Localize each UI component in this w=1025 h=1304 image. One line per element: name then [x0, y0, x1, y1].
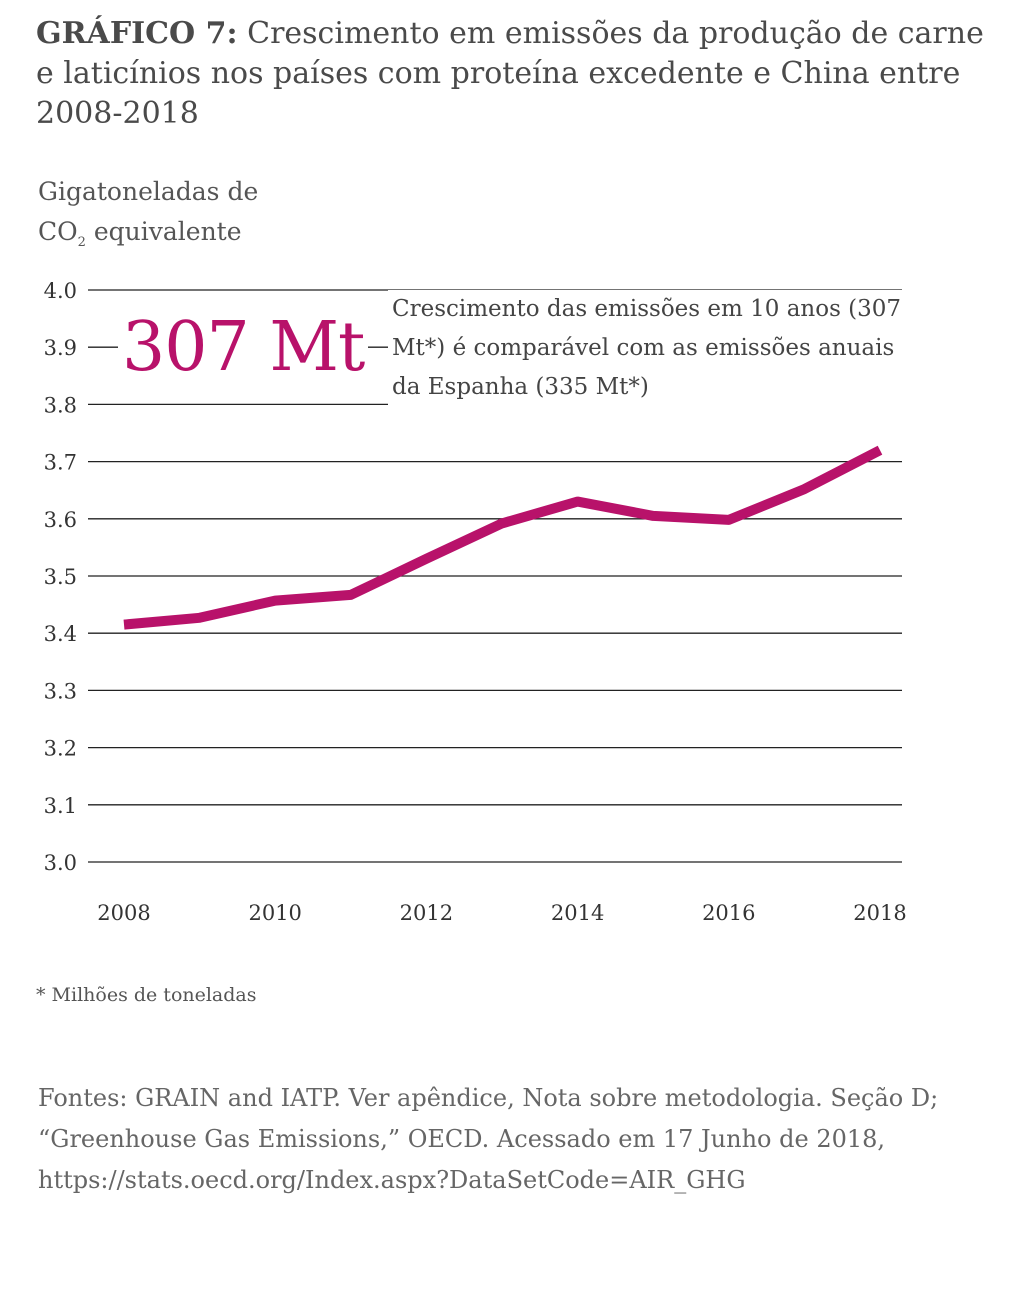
y-tick-label: 3.0: [44, 851, 77, 875]
y-tick-label: 3.5: [44, 565, 77, 589]
y-axis-label-line2: CO2 equivalente: [38, 212, 258, 263]
title-lead: GRÁFICO 7:: [36, 16, 238, 51]
x-tick-label: 2016: [702, 901, 755, 925]
y-axis-label-co: CO: [38, 217, 78, 246]
x-tick-label: 2010: [248, 901, 301, 925]
y-axis-label-line1: Gigatoneladas de: [38, 177, 259, 206]
y-axis-label-subscript: 2: [77, 235, 86, 250]
series-group: [123, 445, 883, 630]
y-tick-label: 3.9: [44, 336, 77, 360]
y-tick-label: 3.1: [44, 794, 77, 818]
y-axis-label-unit: equivalente: [93, 217, 242, 246]
y-tick-label: 3.8: [44, 393, 77, 417]
x-tick-labels: 2008 2010 2012 2014 2016 2018: [97, 901, 906, 925]
x-tick-label: 2018: [853, 901, 906, 925]
growth-note: Crescimento das emissões em 10 anos (307…: [388, 290, 912, 407]
y-tick-label: 3.2: [44, 737, 77, 761]
y-tick-label: 3.7: [44, 451, 77, 475]
y-tick-label: 4.0: [44, 279, 77, 303]
y-tick-label: 3.3: [44, 679, 77, 703]
growth-callout: 307 Mt: [118, 308, 369, 388]
x-tick-label: 2014: [551, 901, 604, 925]
series-line: [123, 445, 883, 630]
y-axis-label: Gigatoneladas de CO2 equivalente: [38, 172, 258, 263]
x-tick-label: 2012: [400, 901, 453, 925]
y-tick-labels: 4.0 3.9 3.8 3.7 3.6 3.5 3.4 3.3 3.2 3.1 3.0: [44, 279, 77, 875]
y-tick-label: 3.4: [44, 622, 77, 646]
x-tick-label: 2008: [97, 901, 150, 925]
y-tick-label: 3.6: [44, 508, 77, 532]
chart-title: GRÁFICO 7: Crescimento em emissões da pr…: [36, 14, 996, 134]
footnote: * Milhões de toneladas: [36, 984, 257, 1006]
sources-text: Fontes: GRAIN and IATP. Ver apêndice, No…: [38, 1084, 939, 1194]
title-text: Crescimento em emissões da produção de c…: [36, 16, 984, 131]
line-chart: 4.03.93.83.73.63.53.43.33.23.13.0 2008 20…: [44, 279, 907, 925]
